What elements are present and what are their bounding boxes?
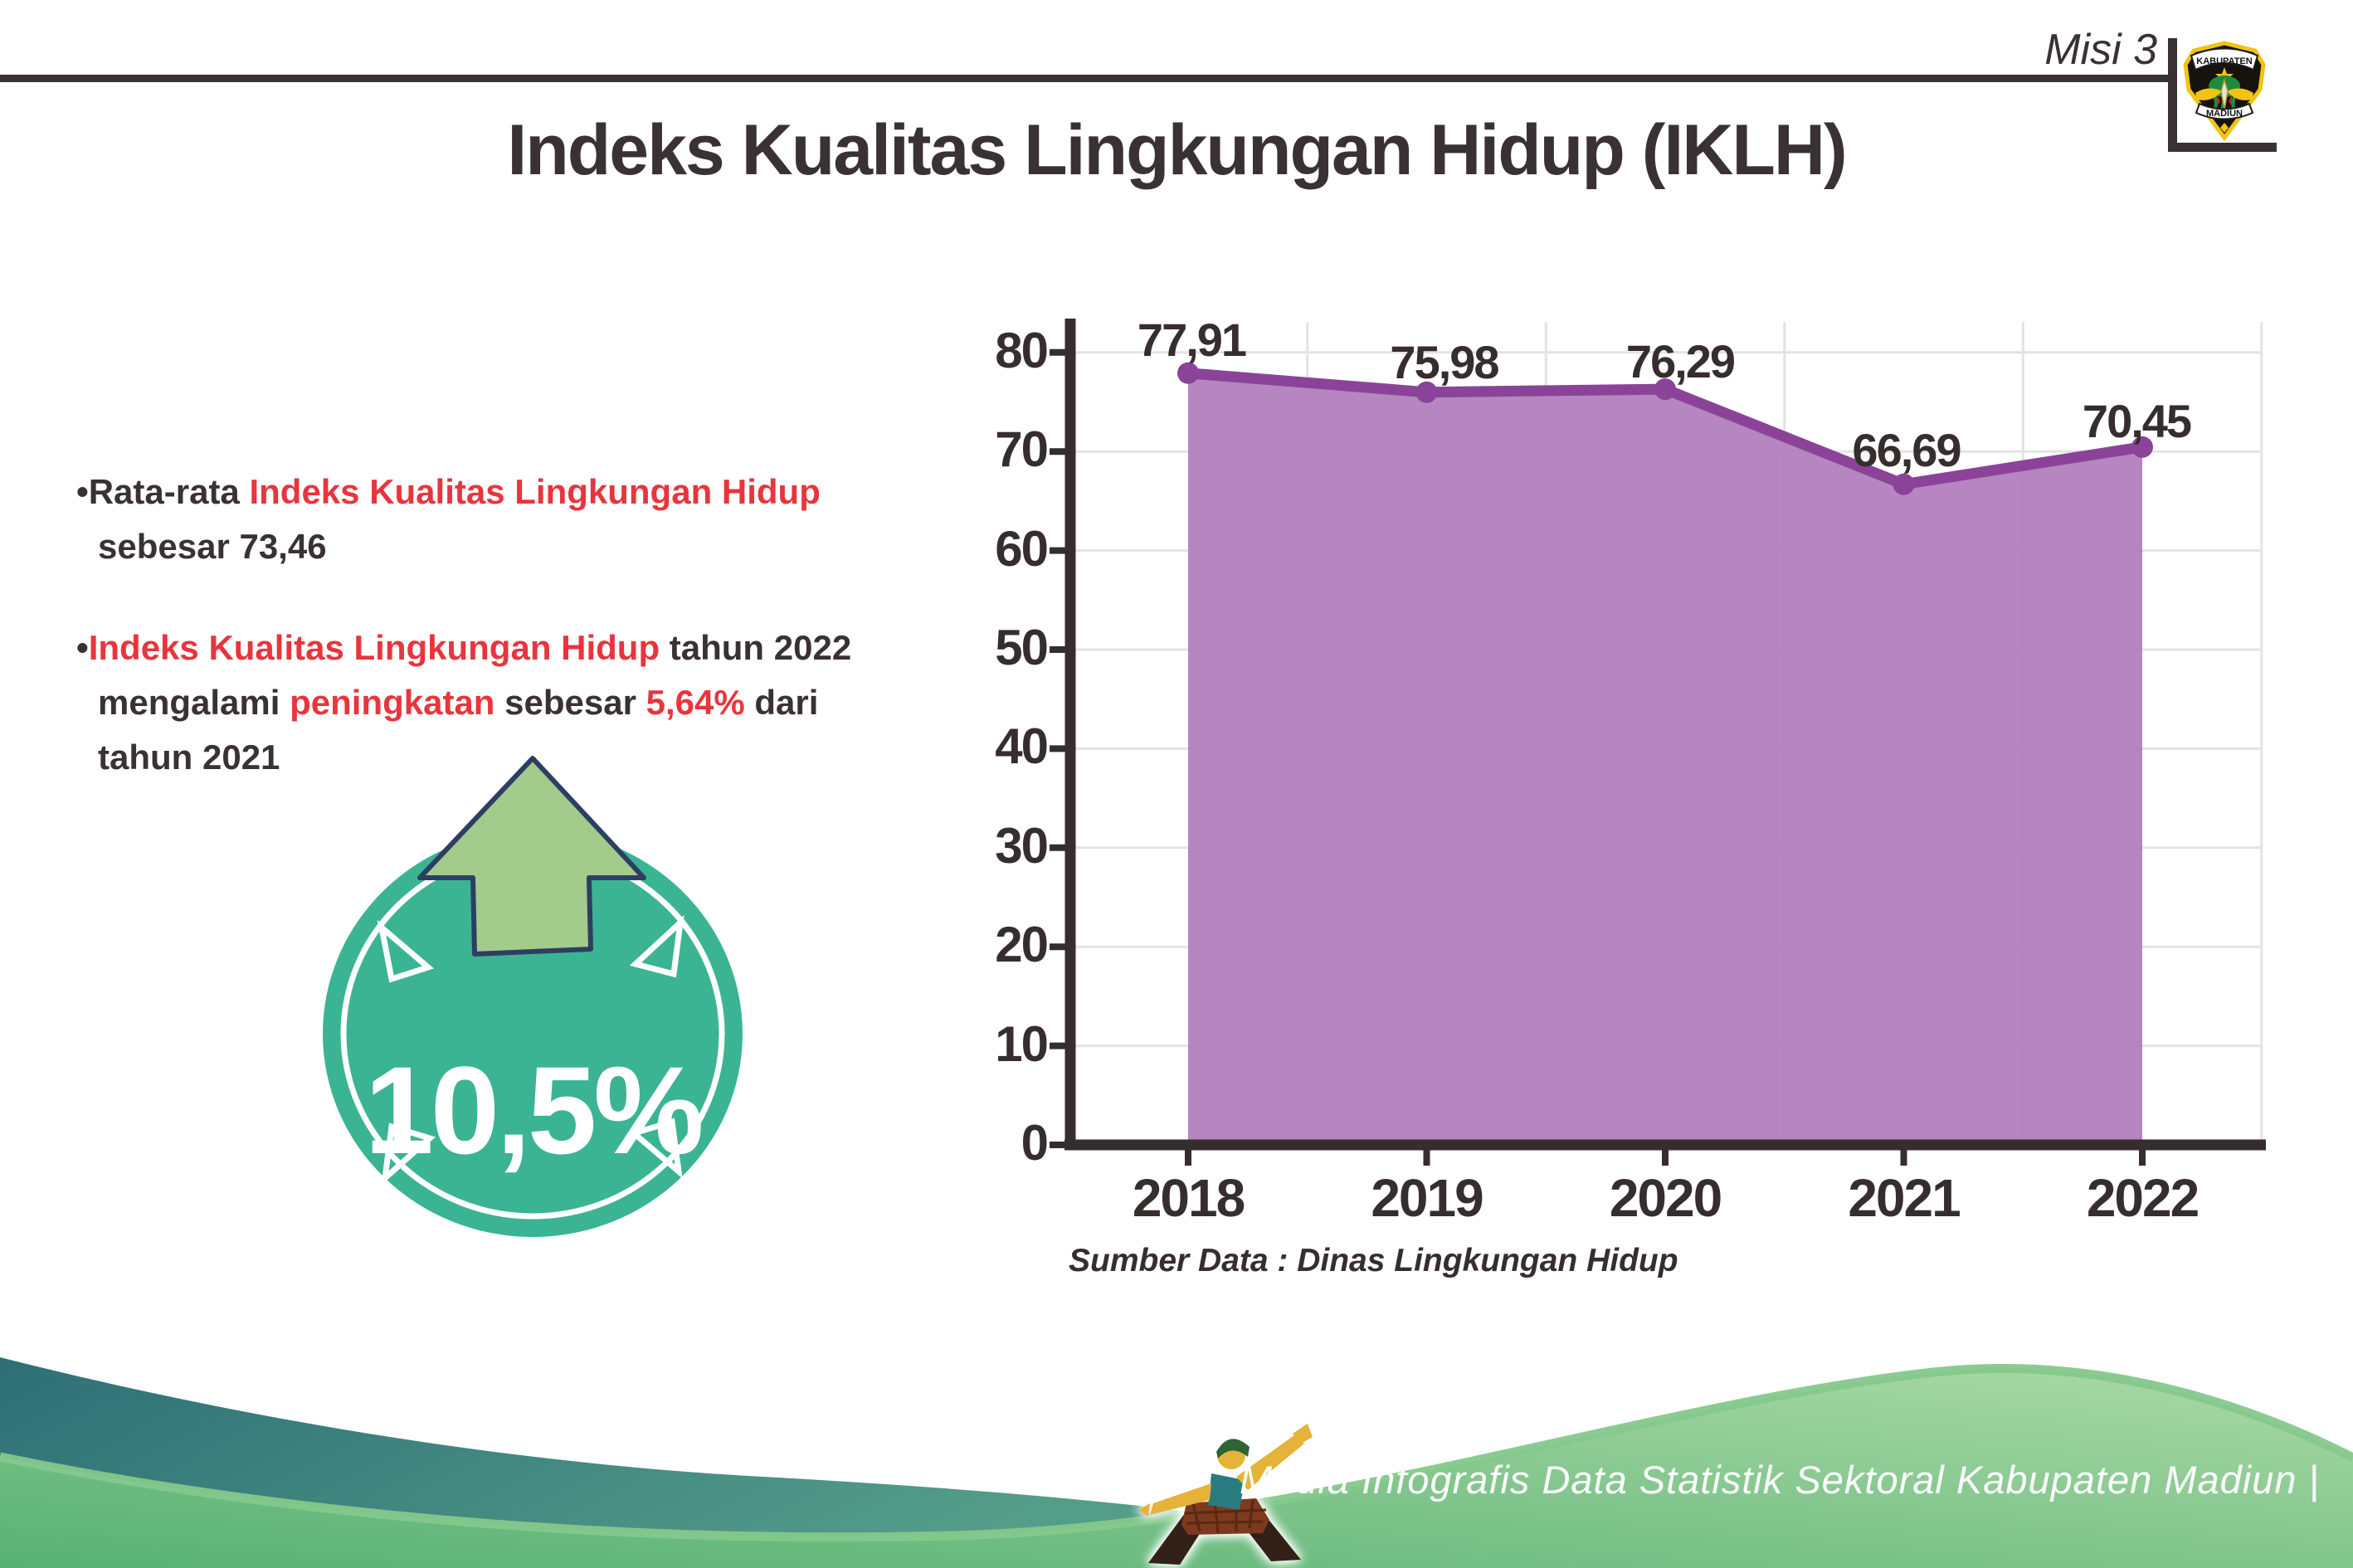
badge-accent-top-left — [377, 919, 435, 983]
bullet-text-highlight: Indeks Kualitas Lingkungan Hidup — [249, 472, 821, 511]
iklh-area-chart — [1050, 319, 2266, 1166]
logo-red-right — [2229, 95, 2232, 106]
mascot-arm-right — [1236, 1435, 1304, 1490]
logo-frame-horizontal — [2168, 143, 2277, 152]
bullet-text: dari — [744, 683, 819, 722]
logo-bottom-ornament — [2220, 123, 2229, 133]
mascot-arm-left — [1150, 1483, 1211, 1515]
bullet-text-highlight: 5,64% — [645, 683, 745, 722]
logo-bottom-banner — [2195, 102, 2254, 120]
data-point — [1177, 362, 1199, 384]
area-fill — [1188, 373, 2142, 1145]
bullet-text-highlight: peningkatan — [290, 683, 495, 722]
data-point — [1654, 378, 1676, 401]
bullet-line: •Indeks Kualitas Lingkungan Hidup tahun … — [76, 628, 852, 667]
bullet-line: mengalami peningkatan sebesar 5,64% dari — [76, 675, 997, 730]
logo-wing-left — [2195, 88, 2222, 100]
logo-red-left — [2217, 95, 2220, 106]
bullet-line: sebesar 73,46 — [76, 519, 997, 574]
bullet-text: sebesar — [494, 683, 646, 722]
badge-value: 10,5% — [364, 1040, 701, 1180]
key-findings: •Rata-rata Indeks Kualitas Lingkungan Hi… — [76, 465, 997, 785]
mascot-sarong — [1181, 1498, 1269, 1535]
mascot-sarong-plaid — [1184, 1499, 1267, 1534]
wave-crest-highlight — [0, 1364, 2353, 1542]
kabupaten-madiun-logo: KABUPATEN MADIUN — [2183, 41, 2266, 141]
data-point — [1893, 473, 1915, 495]
bullet-text: tahun 2022 — [660, 628, 852, 667]
header-rule — [0, 75, 2168, 82]
logo-bottom-text: MADIUN — [2206, 109, 2243, 119]
bullet-text-highlight: Indeks Kualitas Lingkungan Hidup — [88, 628, 660, 667]
mascot-cap — [1216, 1439, 1250, 1458]
arrow-up-icon — [417, 756, 646, 957]
data-point — [1415, 381, 1438, 403]
mascot-torso — [1208, 1473, 1245, 1510]
badge-accent-top-right — [629, 914, 684, 978]
wave-green-layer — [0, 1368, 2353, 1568]
logo-top-text: KABUPATEN — [2196, 56, 2252, 66]
mascot-icon — [1138, 1424, 1313, 1565]
logo-frame-vertical — [2168, 38, 2177, 152]
data-point — [2131, 436, 2153, 458]
bullet-line: •Rata-rata Indeks Kualitas Lingkungan Hi… — [76, 472, 821, 511]
source-note: Sumber Data : Dinas Lingkungan Hidup — [1069, 1243, 1678, 1278]
bullet-line: tahun 2021 — [76, 730, 997, 785]
bullet-text: sebesar 73,46 — [98, 527, 327, 566]
bullet-increase-2022: •Indeks Kualitas Lingkungan Hidup tahun … — [76, 621, 997, 785]
footer-wave — [0, 1357, 2353, 1568]
logo-top-banner — [2190, 47, 2259, 71]
badge-accent-bottom-right — [627, 1118, 683, 1179]
logo-wing-right — [2227, 88, 2253, 100]
mascot-hand-right — [1293, 1424, 1313, 1444]
footer-text: Media Infografis Data Statistik Sektoral… — [1240, 1458, 2320, 1502]
bullet-text: tahun 2021 — [98, 738, 280, 777]
misi-label: Misi 3 — [2044, 26, 2157, 74]
increase-badge: 10,5% — [323, 756, 743, 1237]
bullet-text: mengalami — [98, 683, 290, 722]
bullet-average-iklh: •Rata-rata Indeks Kualitas Lingkungan Hi… — [76, 465, 997, 574]
badge-accent-bottom-left — [381, 1122, 436, 1186]
bullet-text: Rata-rata — [88, 472, 250, 511]
page-title: Indeks Kualitas Lingkungan Hidup (IKLH) — [507, 110, 1847, 190]
logo-keris — [2220, 77, 2229, 110]
mascot-hand-left — [1138, 1503, 1150, 1517]
